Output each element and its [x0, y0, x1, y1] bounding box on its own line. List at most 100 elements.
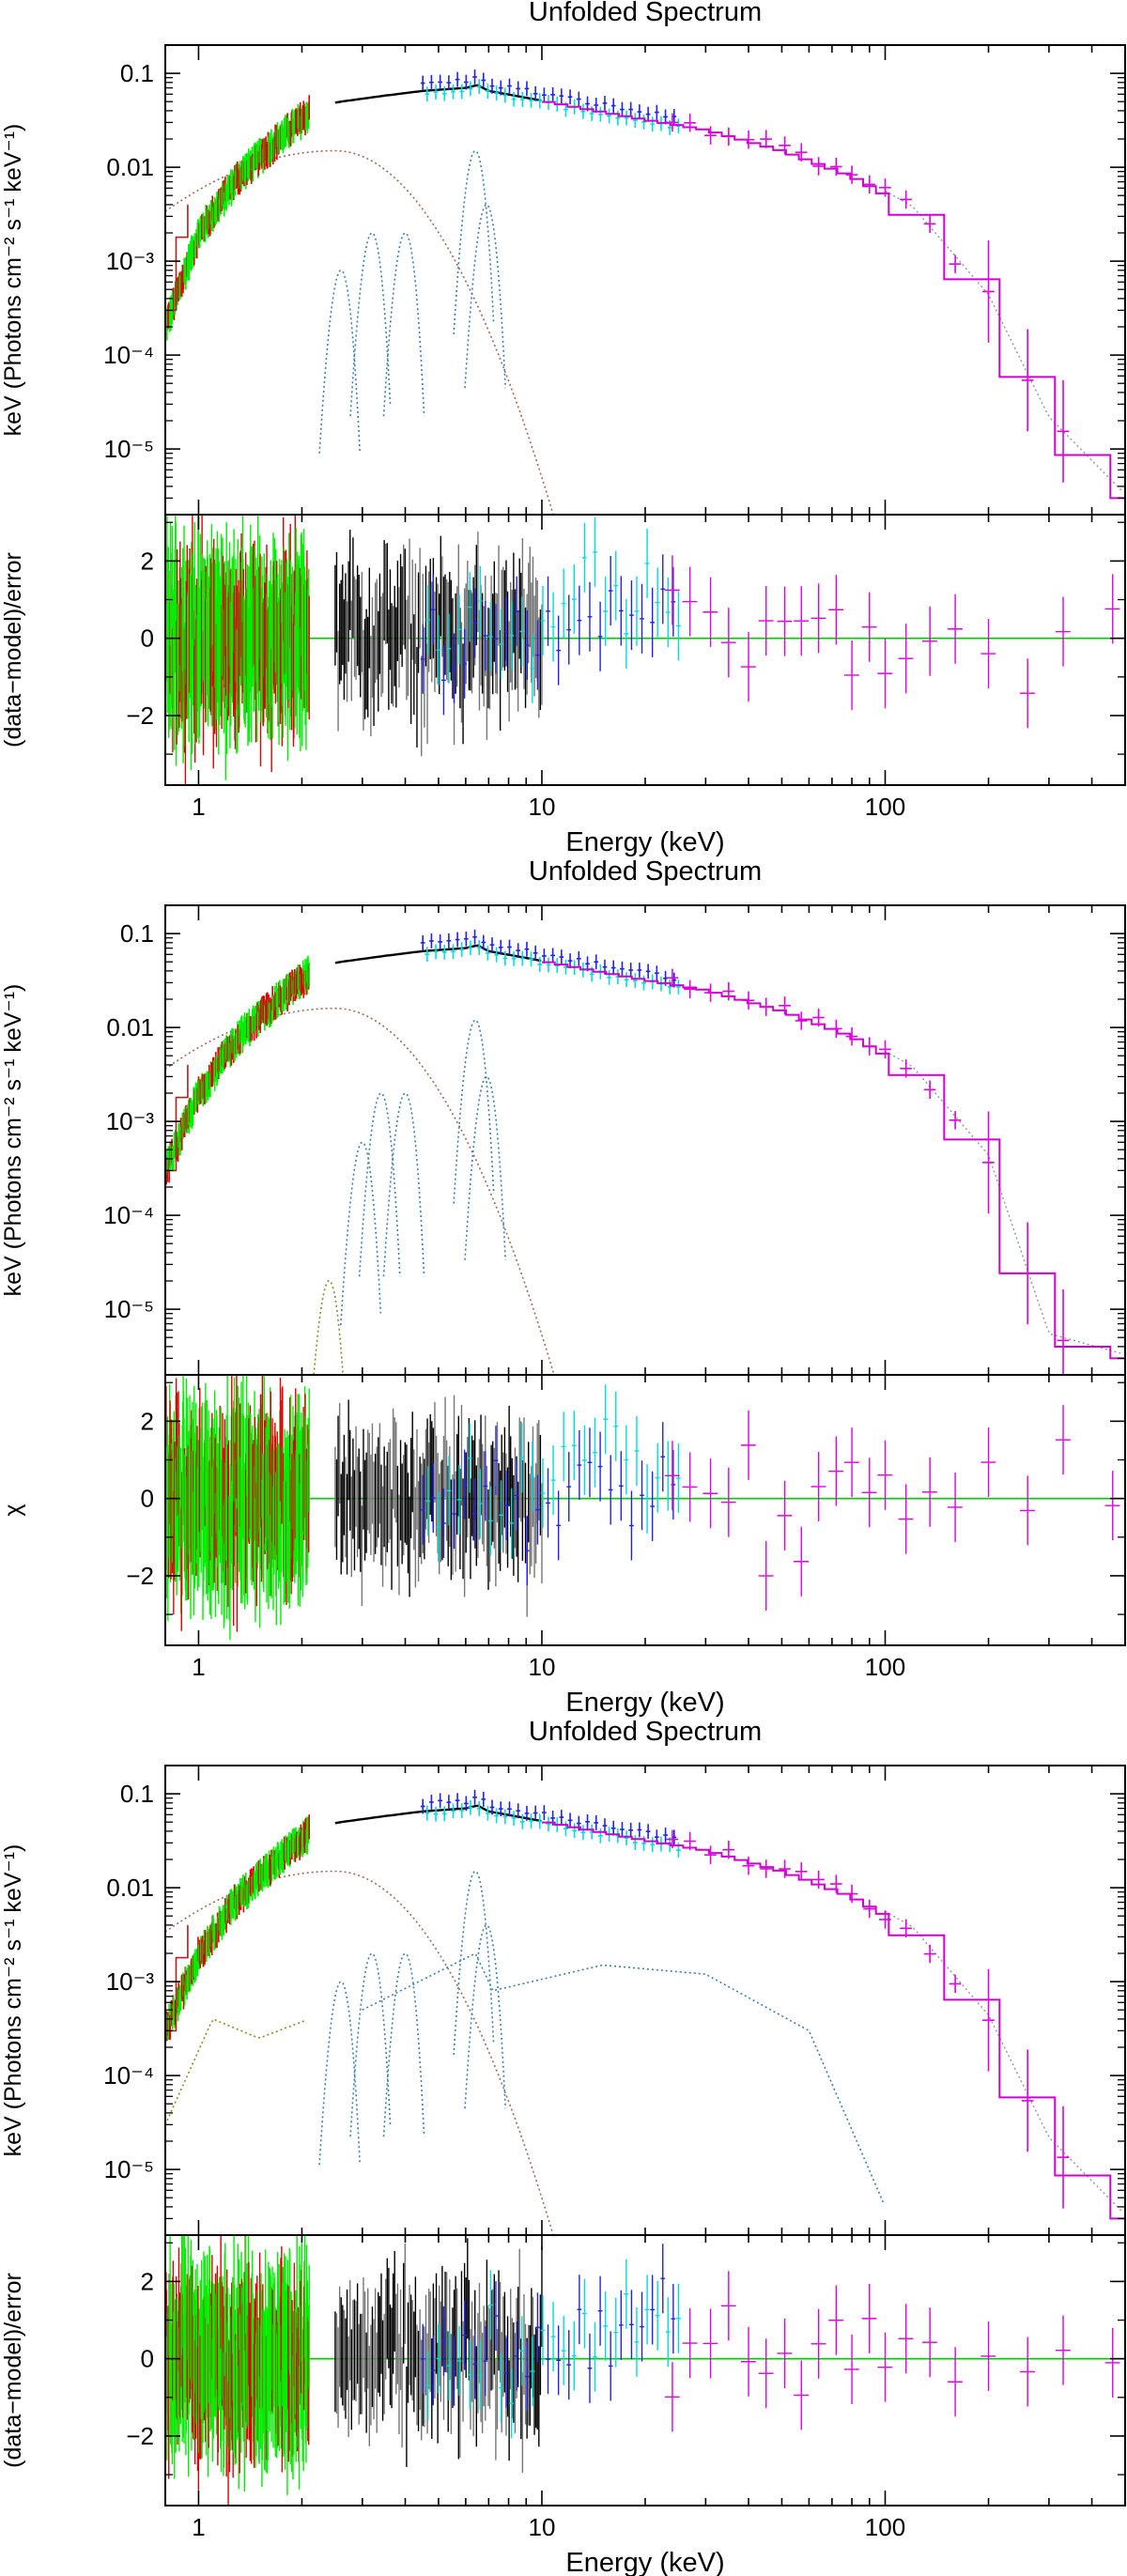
y-tick-label: 10⁻⁵	[104, 1295, 154, 1323]
model-component-line	[453, 1870, 495, 2055]
y-tick-label: 10⁻⁵	[104, 435, 154, 463]
x-tick-label: 10	[529, 2513, 556, 2541]
y-tick-label: −2	[126, 1562, 154, 1590]
residual-points	[165, 515, 1120, 785]
y-tick-label: −2	[126, 2422, 154, 2450]
chart-title: Unfolded Spectrum	[529, 1717, 762, 1747]
x-axis: 1 10 100 Energy (keV)	[192, 905, 1093, 1718]
residual-plot-area	[165, 1375, 1125, 1641]
soft-spectrum-points	[165, 955, 311, 1186]
mid-spectrum-model	[334, 944, 542, 964]
x-tick-label: 10	[529, 793, 556, 821]
chart-title: Unfolded Spectrum	[529, 0, 762, 27]
residual-y-axis: 2 0 −2 χ	[0, 1381, 1125, 1615]
hard-model-steps	[541, 1821, 1125, 2220]
y-tick-label: 2	[141, 547, 154, 575]
mid-spectrum-model	[334, 1804, 542, 1825]
model-tail	[885, 1050, 1122, 1355]
spectrum-plot-area	[165, 69, 1125, 515]
y-tick-label: 10⁻³	[106, 1967, 155, 1996]
x-tick-label: 100	[865, 793, 905, 821]
model-tail	[885, 190, 1123, 492]
x-axis-label: Energy (keV)	[565, 2548, 724, 2576]
soft-model-steps	[165, 204, 189, 312]
hard-spectrum	[541, 961, 1125, 1375]
y-tick-label: 0	[141, 625, 154, 653]
residual-y-axis-label: χ	[0, 1504, 26, 1516]
y-tick-label: 0.1	[120, 59, 154, 87]
model-component-line	[358, 1092, 401, 1277]
x-axis: 1 10 100 Energy (keV)	[192, 45, 1093, 857]
model-component-soft-bump	[165, 2018, 307, 2125]
y-tick-label: 10⁻⁴	[103, 2061, 154, 2090]
spectrum-plot-area	[165, 929, 1125, 1375]
y-tick-label: 0.01	[106, 1013, 154, 1041]
residual-y-axis: 2 0 −2 (data−model)/error	[0, 521, 1125, 755]
model-component-line	[318, 1981, 362, 2166]
cyan-blue-spectrum-points	[420, 1789, 681, 1858]
hard-spectrum	[541, 1821, 1125, 2220]
cyan-blue-spectrum-points	[420, 929, 681, 995]
residual-plot-area	[165, 515, 1125, 785]
y-tick-label: 2	[141, 1407, 154, 1435]
y-tick-label: 0.01	[106, 1874, 154, 1902]
model-component-line	[382, 1952, 425, 2137]
y-tick-label: 0.01	[106, 153, 154, 181]
x-axis-label: Energy (keV)	[565, 827, 724, 857]
model-tail	[885, 1910, 1123, 2213]
mid-spectrum-model	[334, 84, 542, 104]
y-tick-label: 0.1	[120, 919, 154, 948]
spectrum-y-axis: 0.1 0.01 10⁻³ 10⁻⁴ 10⁻⁵ keV (Photons cm⁻² s⁻¹…	[0, 44, 1125, 516]
x-tick-label: 1	[192, 793, 205, 821]
residual-points	[165, 2235, 1120, 2506]
residual-points	[165, 1375, 1120, 1641]
model-component-line	[382, 232, 425, 417]
model-component-line	[340, 1141, 382, 1326]
y-axis-label: keV (Photons cm⁻² s⁻¹ keV⁻¹)	[0, 984, 26, 1297]
model-component-reflection	[362, 1952, 886, 2205]
residual-y-axis-label: (data−model)/error	[0, 2273, 26, 2468]
x-tick-label: 10	[529, 1653, 556, 1681]
x-tick-label: 100	[865, 2513, 905, 2541]
soft-spectrum-points	[165, 1814, 311, 2048]
y-tick-label: 0.1	[120, 1780, 154, 1808]
model-component-continuum	[165, 1870, 554, 2235]
soft-spectrum-points	[165, 95, 311, 341]
y-tick-label: 10⁻³	[106, 247, 155, 275]
y-tick-label: 10⁻⁴	[103, 1201, 154, 1229]
spectrum-y-axis: 0.1 0.01 10⁻³ 10⁻⁴ 10⁻⁵ keV (Photons cm⁻² s⁻¹…	[0, 904, 1125, 1376]
hard-model-steps	[541, 961, 1125, 1360]
y-axis-label: keV (Photons cm⁻² s⁻¹ keV⁻¹)	[0, 1844, 26, 2157]
y-tick-label: 10⁻⁴	[103, 341, 154, 369]
chart-title: Unfolded Spectrum	[529, 856, 762, 887]
model-component-line	[313, 1279, 344, 1375]
hard-spectrum	[541, 100, 1125, 500]
hard-model-steps	[541, 100, 1125, 500]
model-component-continuum	[165, 149, 554, 515]
y-tick-label: 2	[141, 2267, 154, 2295]
y-tick-label: 10⁻³	[106, 1107, 155, 1135]
x-axis-label: Energy (keV)	[565, 1688, 724, 1718]
residual-y-axis: 2 0 −2 (data−model)/error	[0, 2242, 1125, 2476]
model-component-line	[318, 269, 362, 454]
y-tick-label: −2	[126, 702, 154, 730]
model-component-continuum	[165, 1007, 555, 1375]
y-tick-label: 0	[141, 1485, 154, 1513]
model-component-line	[453, 149, 495, 334]
spectrum-y-axis: 0.1 0.01 10⁻³ 10⁻⁴ 10⁻⁵ keV (Photons cm⁻² s⁻¹…	[0, 1765, 1125, 2236]
model-component-line	[464, 1924, 506, 2109]
y-tick-label: 0	[141, 2345, 154, 2373]
model-component-line	[453, 1019, 495, 1204]
spectrum-plot-area	[165, 1789, 1125, 2235]
x-tick-label: 1	[192, 1653, 205, 1681]
model-component-line	[382, 1092, 425, 1277]
y-axis-label: keV (Photons cm⁻² s⁻¹ keV⁻¹)	[0, 124, 26, 437]
residual-y-axis-label: (data−model)/error	[0, 552, 26, 748]
y-tick-label: 10⁻⁵	[104, 2155, 154, 2183]
residual-plot-area	[165, 2235, 1125, 2506]
model-component-line	[464, 1075, 506, 1260]
